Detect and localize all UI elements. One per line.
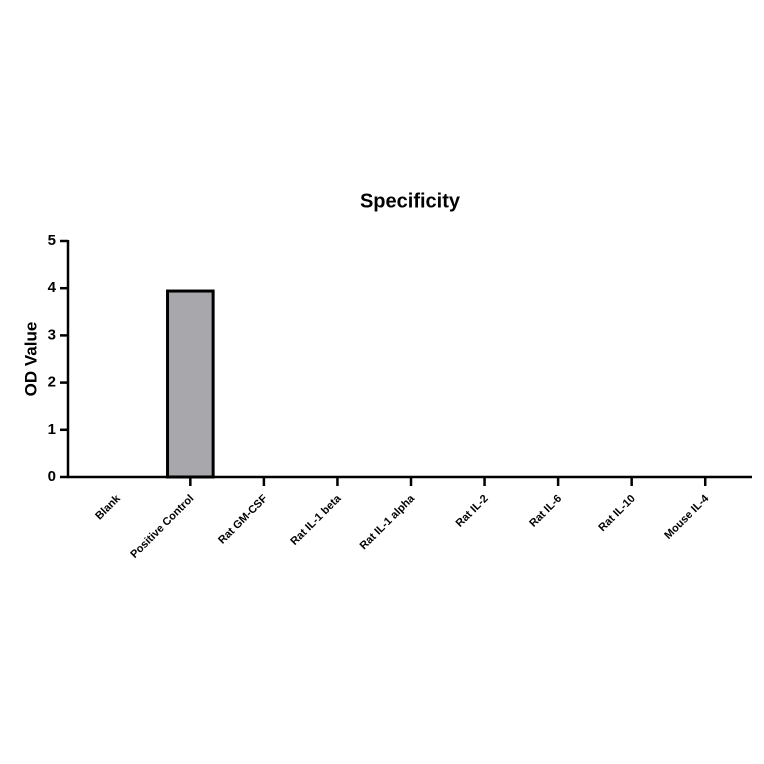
x-tick-label: Rat IL-2 — [454, 493, 491, 530]
x-tick-label: Rat IL-1 beta — [288, 492, 344, 548]
x-tick-label: Blank — [93, 492, 123, 522]
x-tick-label: Rat IL-1 alpha — [358, 492, 418, 552]
y-tick-label: 3 — [48, 326, 56, 343]
y-tick-label: 1 — [48, 421, 56, 438]
x-tick-label: Rat GM-CSF — [216, 492, 270, 546]
y-axis-label: OD Value — [21, 322, 40, 397]
y-tick-label: 5 — [48, 232, 56, 249]
x-tick-label: Mouse IL-4 — [662, 492, 712, 542]
y-tick-label: 2 — [48, 374, 56, 391]
x-tick-label: Rat IL-6 — [527, 493, 564, 530]
y-tick-label: 4 — [48, 279, 57, 296]
x-tick-label: Rat IL-10 — [596, 493, 637, 534]
bar — [166, 289, 215, 479]
y-tick-label: 0 — [48, 468, 56, 485]
chart-title: Specificity — [360, 190, 461, 212]
x-tick-label: Positive Control — [128, 493, 196, 561]
